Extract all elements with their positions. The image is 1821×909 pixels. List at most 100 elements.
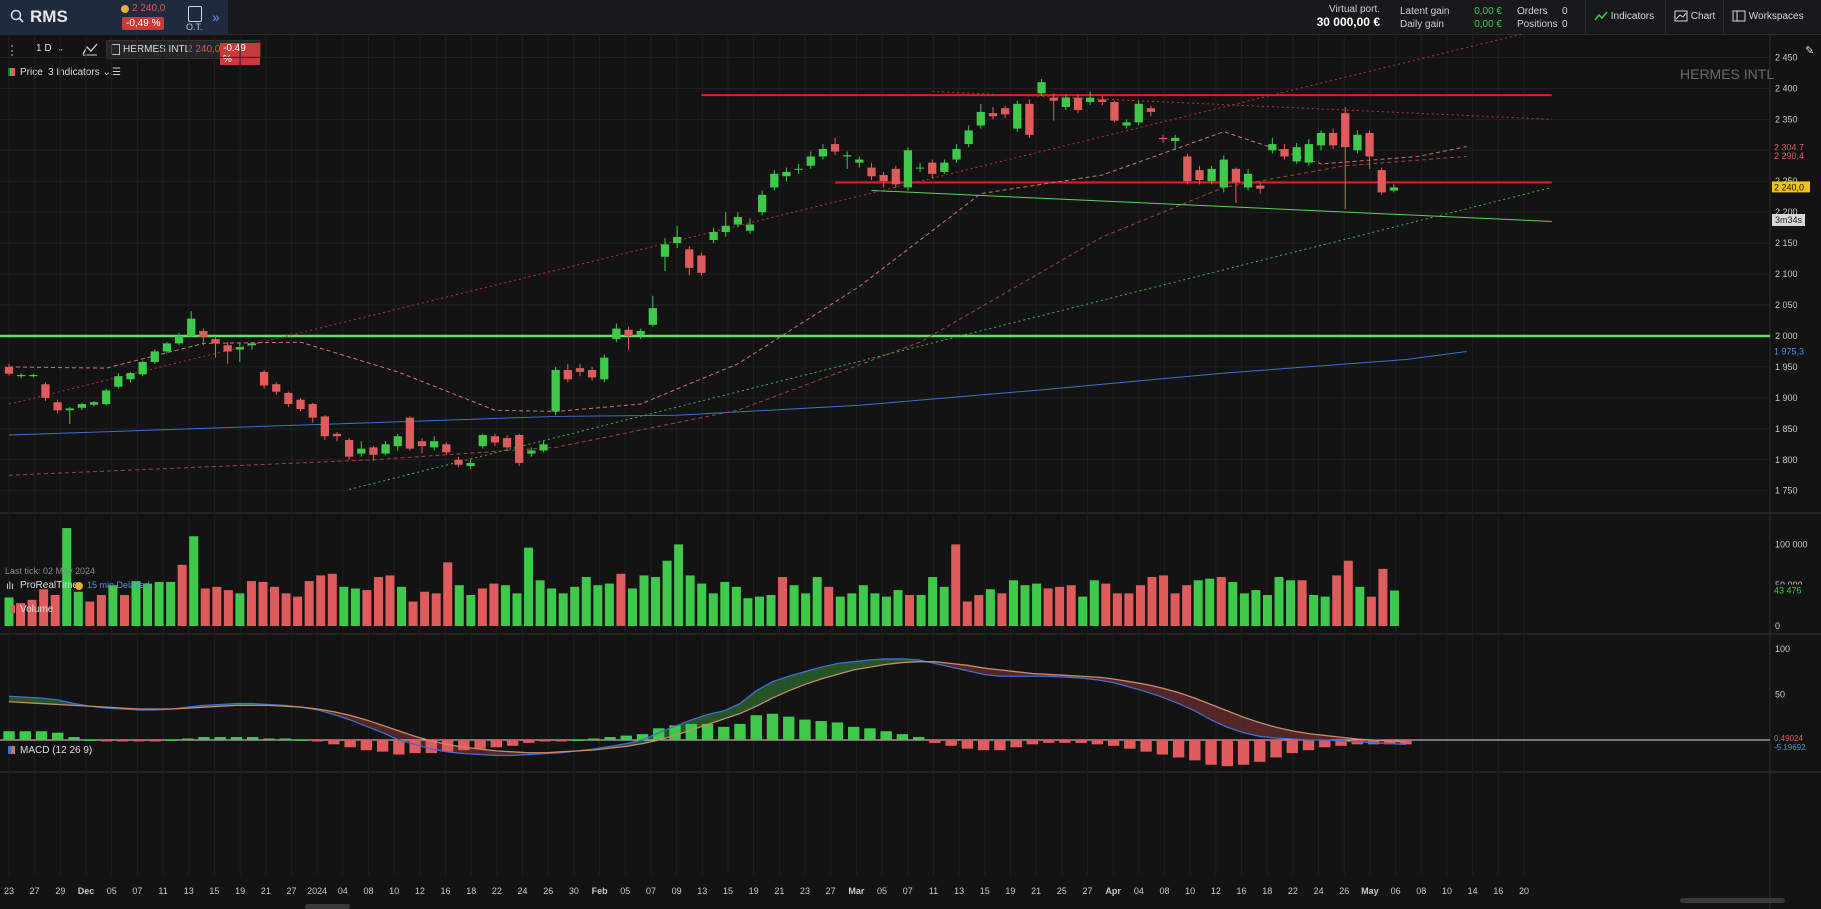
instrument-tab[interactable]: HERMES INTL 2 240,0 -0.49 % [106, 40, 261, 65]
symbol-quote-box[interactable]: RMS 2 240,0 -0,49 % O.T. [0, 0, 228, 34]
volume-bar [1124, 593, 1134, 626]
volume-bar [1262, 594, 1272, 626]
time-tick-label: 19 [1005, 886, 1015, 896]
macd-label: MACD (12 26 9) [20, 745, 93, 756]
macd-histogram-bar [1286, 739, 1298, 754]
ma-value-label: 2 290,4 [1774, 151, 1804, 161]
last-price-label: 2 240,0 [1774, 182, 1804, 192]
order-ticket-label[interactable]: O.T. [186, 22, 203, 32]
candle-body [794, 168, 803, 170]
volume-bar [189, 536, 199, 626]
latent-gain-value: 0,00 € [1474, 6, 1502, 17]
volume-bar [1309, 594, 1319, 626]
candle-body [259, 371, 269, 386]
volume-bar [339, 586, 349, 626]
indicators-button[interactable]: Indicators [1585, 0, 1666, 34]
volume-bar [1089, 580, 1099, 626]
macd-histogram-bar [1042, 739, 1055, 743]
volume-bar [547, 588, 557, 626]
order-ticket-icon[interactable] [188, 6, 202, 22]
macd-histogram-bar [490, 739, 503, 748]
volume-bar [801, 593, 811, 626]
ma-value-label-bg [1772, 345, 1810, 357]
time-tick-label: 21 [774, 886, 784, 896]
macd-histogram-bar [230, 737, 243, 740]
candle-body [721, 225, 730, 232]
macd-histogram-bar [263, 738, 275, 740]
volume-bar [466, 594, 476, 626]
time-tick-label: 10 [1442, 886, 1452, 896]
list-icon[interactable]: ☰ [112, 67, 121, 78]
volume-bar [96, 594, 106, 626]
candle-body [1146, 108, 1156, 112]
volume-bar [1112, 593, 1122, 626]
volume-bar [731, 586, 741, 626]
price-tick-label: 1 950 [1775, 362, 1798, 372]
indicators-dropdown[interactable]: 3 Indicators ⌄ [48, 67, 111, 78]
candle-body [442, 444, 451, 453]
candle-body [1304, 144, 1313, 163]
candle-body [332, 433, 342, 437]
macd-histogram-bar [458, 739, 470, 751]
timer-badge: 3m34s [1772, 214, 1806, 226]
chart-button[interactable]: Chart [1665, 0, 1724, 34]
workspaces-button[interactable]: Workspaces [1723, 0, 1820, 34]
symbol-name[interactable]: RMS [30, 7, 68, 26]
macd-fill [382, 725, 399, 740]
macd-fill [983, 668, 1000, 677]
volume-bar [1274, 577, 1284, 626]
candle-body [612, 328, 621, 340]
candle-body [89, 402, 99, 405]
volume-bar [593, 585, 603, 626]
price-tick-label: 2 450 [1775, 52, 1798, 62]
macd-histogram-bar [977, 739, 990, 751]
candle-body [575, 368, 585, 372]
price-tick-label: 1 750 [1775, 486, 1798, 496]
volume-bar [1389, 590, 1399, 626]
volume-bar [62, 528, 72, 626]
time-tick-label: 12 [1211, 886, 1221, 896]
candle-body [928, 162, 937, 174]
horizontal-scrollbar[interactable] [1680, 898, 1785, 903]
candle-body [114, 376, 123, 387]
time-tick-label: 08 [1160, 886, 1170, 896]
candle-body [308, 404, 317, 418]
time-tick-label: 25 [1057, 886, 1067, 896]
candle-body [915, 167, 925, 169]
macd-histogram-bar [198, 737, 210, 740]
left-scrollbar[interactable] [305, 904, 350, 909]
expand-chevron-icon[interactable]: » [212, 9, 220, 25]
macd-histogram-bar [864, 728, 876, 740]
wrench-icon[interactable]: ✎ [1805, 45, 1815, 57]
candle-body [1122, 122, 1131, 126]
macd-fill [626, 739, 643, 747]
volume-bar [524, 547, 534, 626]
candle-body [1231, 168, 1241, 183]
search-icon[interactable] [10, 9, 24, 26]
macd-histogram-bar [604, 737, 616, 740]
time-tick-label: 26 [543, 886, 553, 896]
chart-type-icon[interactable] [82, 43, 98, 59]
time-tick-label: 19 [235, 886, 245, 896]
candle-body [1000, 108, 1010, 115]
price-tick-label: 2 150 [1775, 238, 1798, 248]
candle-body [830, 144, 840, 152]
drag-handle-icon[interactable] [11, 45, 17, 56]
volume-bar [1008, 580, 1018, 626]
macd-histogram-bar [1140, 739, 1152, 752]
macd-histogram-bar [636, 734, 649, 740]
macd-fill [1097, 677, 1114, 683]
volume-bar [778, 577, 788, 626]
time-tick-label: 21 [261, 886, 271, 896]
volume-tick-label: 100 000 [1775, 539, 1808, 549]
volume-bar [674, 544, 684, 626]
orders-value: 0 [1562, 6, 1568, 17]
volume-bar [1216, 577, 1226, 626]
price-legend-swatch [8, 68, 15, 76]
ma-value-label: 1 975,3 [1774, 346, 1804, 356]
candle-body [551, 370, 560, 412]
latent-gain-label: Latent gain [1400, 6, 1450, 17]
candle-body [53, 402, 62, 411]
candle-body [1243, 173, 1253, 188]
